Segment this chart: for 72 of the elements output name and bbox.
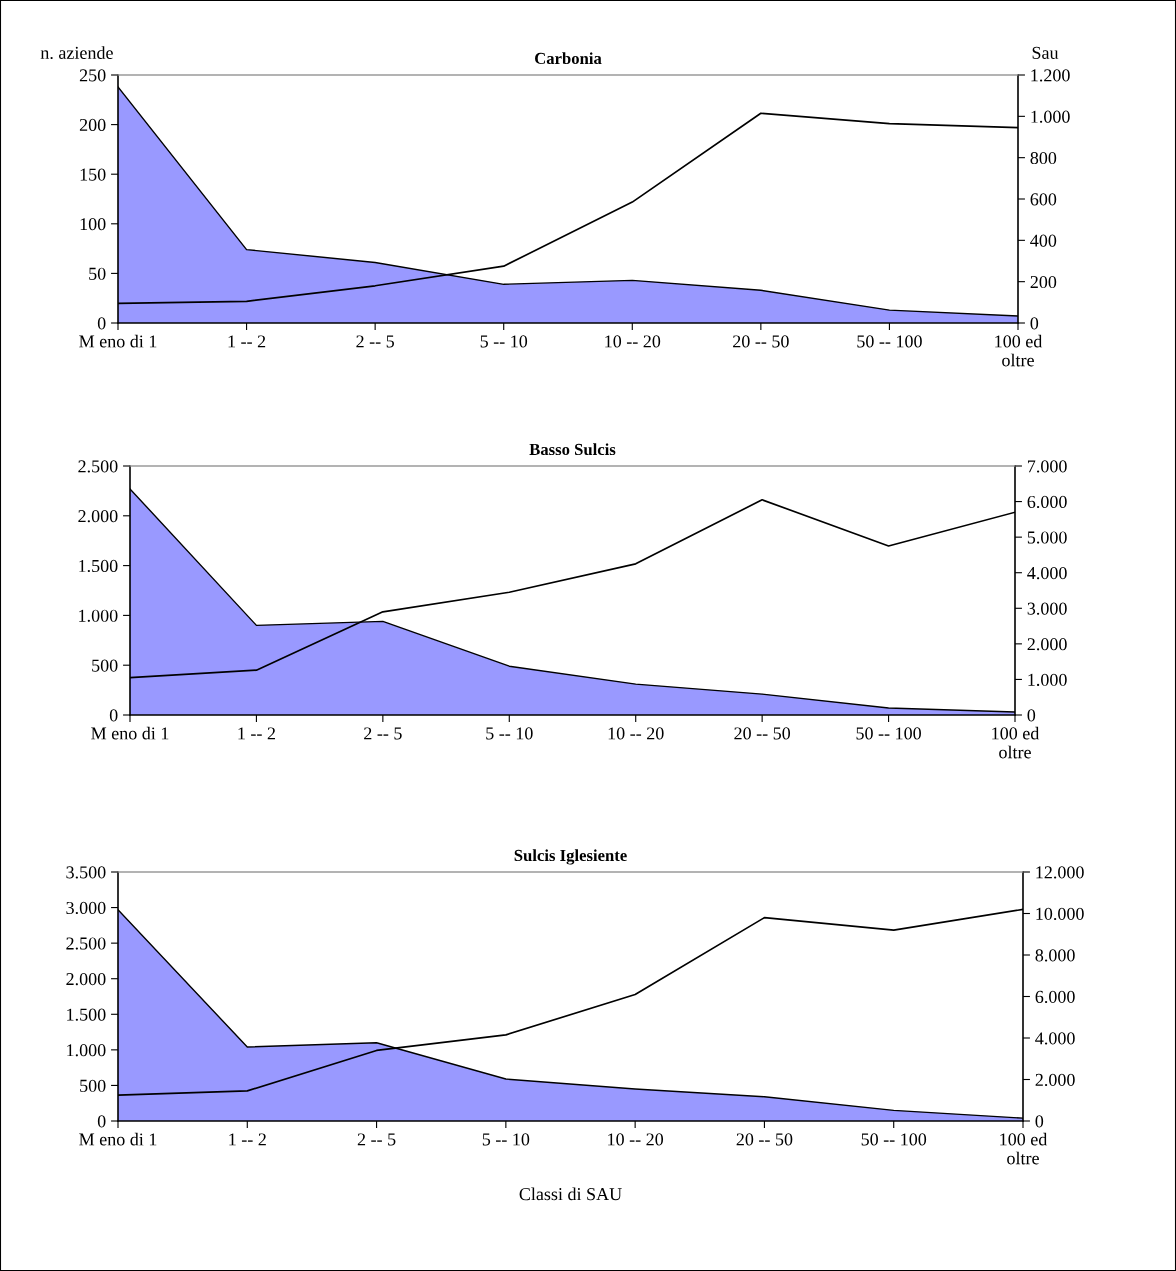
x-tick-label: 10 -- 20 bbox=[608, 727, 664, 740]
y-tick-label: 50 bbox=[89, 267, 106, 280]
y-tick-label: 2.000 bbox=[66, 972, 106, 986]
y2-tick-label: 4.000 bbox=[1027, 566, 1067, 580]
x-tick-label: 5 -- 10 bbox=[486, 727, 533, 740]
y2-axis-title: Sau bbox=[1032, 46, 1059, 59]
x-tick-label: 100 ed oltre bbox=[1000, 1132, 1048, 1165]
y-tick-label: 0 bbox=[97, 317, 106, 330]
y-tick-label: 0 bbox=[109, 709, 118, 722]
x-tick-label: 20 -- 50 bbox=[734, 727, 791, 740]
x-tick-label: 1 -- 2 bbox=[228, 335, 266, 348]
x-tick-label: 10 -- 20 bbox=[605, 335, 661, 348]
y2-tick-label: 2.000 bbox=[1027, 638, 1067, 651]
x-tick-label: 20 -- 50 bbox=[736, 1133, 793, 1146]
x-tick-label: 50 -- 100 bbox=[856, 727, 921, 740]
chart-title: Basso Sulcis bbox=[529, 443, 616, 456]
y-tick-label: 100 bbox=[80, 218, 106, 231]
y2-tick-label: 800 bbox=[1030, 151, 1057, 165]
y2-tick-label: 600 bbox=[1030, 193, 1057, 206]
y2-tick-label: 200 bbox=[1030, 275, 1057, 289]
y-tick-label: 2.000 bbox=[78, 510, 118, 523]
y-tick-label: 1.000 bbox=[79, 609, 118, 622]
y2-tick-label: 6.000 bbox=[1035, 990, 1075, 1004]
x-tick-label: 2 -- 5 bbox=[364, 727, 402, 740]
y2-tick-label: 0 bbox=[1035, 1115, 1044, 1128]
x-tick-label: 50 -- 100 bbox=[857, 335, 922, 348]
x-tick-label: 5 -- 10 bbox=[480, 335, 528, 348]
chart-title: Sulcis Iglesiente bbox=[514, 849, 627, 865]
y-tick-label: 1.500 bbox=[67, 1008, 106, 1021]
y2-tick-label: 8.000 bbox=[1035, 949, 1075, 962]
y-tick-label: 500 bbox=[80, 1079, 106, 1092]
x-tick-label: M eno di 1 bbox=[79, 1132, 157, 1146]
x-tick-label: M eno di 1 bbox=[79, 334, 157, 348]
x-tick-label: 100 ed oltre bbox=[992, 726, 1040, 759]
y2-tick-label: 5.000 bbox=[1027, 531, 1067, 544]
y2-tick-label: 1.000 bbox=[1028, 673, 1067, 686]
chart-title: Carbonia bbox=[535, 52, 602, 65]
y2-tick-label: 10.000 bbox=[1036, 907, 1084, 921]
y2-tick-label: 4.000 bbox=[1035, 1032, 1075, 1045]
y2-tick-label: 1.000 bbox=[1031, 110, 1070, 123]
x-tick-label: 10 -- 20 bbox=[608, 1133, 664, 1146]
x-tick-label: 1 -- 2 bbox=[238, 727, 275, 740]
y-tick-label: 200 bbox=[79, 118, 106, 132]
x-tick-label: 1 -- 2 bbox=[229, 1133, 266, 1146]
y-tick-label: 0 bbox=[97, 1115, 106, 1128]
x-tick-label: 100 ed oltre bbox=[995, 334, 1043, 367]
y-tick-label: 500 bbox=[92, 659, 118, 672]
x-tick-label: M eno di 1 bbox=[91, 726, 169, 740]
x-tick-label: 20 -- 50 bbox=[733, 335, 789, 348]
y2-tick-label: 1.200 bbox=[1031, 69, 1070, 82]
y-tick-label: 1.000 bbox=[67, 1044, 106, 1057]
x-tick-label: 50 -- 100 bbox=[861, 1133, 927, 1146]
y2-tick-label: 0 bbox=[1030, 317, 1039, 330]
x-tick-label: 5 -- 10 bbox=[482, 1133, 530, 1146]
x-axis-title: Classi di SAU bbox=[519, 1187, 622, 1201]
y2-tick-label: 0 bbox=[1027, 709, 1036, 722]
y2-tick-label: 3.000 bbox=[1027, 602, 1067, 615]
y2-tick-label: 7.000 bbox=[1028, 460, 1067, 473]
y2-tick-label: 12.000 bbox=[1036, 866, 1084, 879]
y-tick-label: 150 bbox=[80, 168, 106, 181]
y2-tick-label: 400 bbox=[1030, 234, 1057, 247]
y-tick-label: 3.500 bbox=[66, 866, 106, 879]
y-tick-label: 3.000 bbox=[66, 901, 106, 915]
x-tick-label: 2 -- 5 bbox=[356, 335, 394, 348]
y-tick-label: 1.500 bbox=[79, 559, 118, 573]
y2-tick-label: 2.000 bbox=[1035, 1073, 1075, 1087]
y-tick-label: 2.500 bbox=[78, 460, 118, 473]
y-tick-label: 2.500 bbox=[66, 937, 106, 950]
y-tick-label: 250 bbox=[79, 69, 106, 82]
y-axis-title: n. aziende bbox=[40, 46, 113, 60]
y2-tick-label: 6.000 bbox=[1027, 495, 1067, 509]
x-tick-label: 2 -- 5 bbox=[357, 1133, 396, 1146]
